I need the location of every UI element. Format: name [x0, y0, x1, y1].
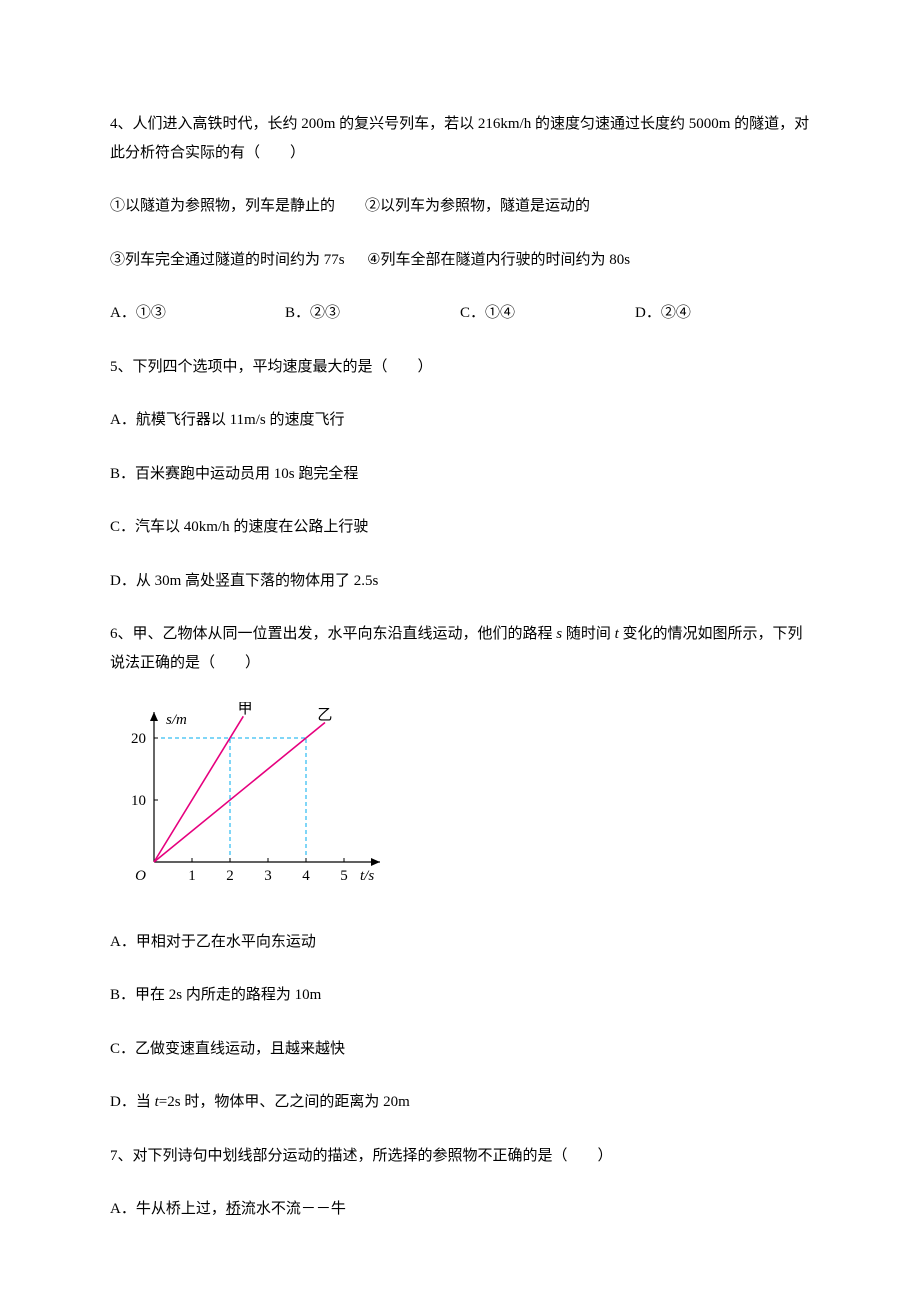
q7-option-a: A．牛从桥上过，桥流水不流－－牛 — [110, 1195, 810, 1224]
q6-chart: 1 2 3 4 5 10 20 Os/m t/s 甲 乙 — [110, 702, 810, 903]
q6-chart-svg: 1 2 3 4 5 10 20 Os/m t/s 甲 乙 — [110, 702, 390, 892]
q6-option-d-before: D．当 — [110, 1094, 155, 1110]
q4-statements-row1: ①以隧道为参照物，列车是静止的 ②以列车为参照物，隧道是运动的 — [110, 192, 810, 221]
q4-stmt2: ②以列车为参照物，隧道是运动的 — [365, 198, 590, 214]
q4-option-d: D．②④ — [635, 299, 810, 328]
q4-option-b: B．②③ — [285, 299, 460, 328]
svg-text:20: 20 — [131, 731, 146, 747]
svg-text:O: O — [135, 868, 146, 884]
svg-text:10: 10 — [131, 793, 146, 809]
q7-option-a-before: A．牛从桥上过， — [110, 1201, 226, 1217]
q6-stem: 6、甲、乙物体从同一位置出发，水平向东沿直线运动，他们的路程 s 随时间 t 变… — [110, 620, 810, 677]
svg-text:3: 3 — [264, 868, 272, 884]
q4-option-c: C．①④ — [460, 299, 635, 328]
q4-stmt4: ④列车全部在隧道内行驶的时间约为 80s — [367, 252, 630, 268]
q4-stmt1: ①以隧道为参照物，列车是静止的 — [110, 198, 335, 214]
q4-options: A．①③ B．②③ C．①④ D．②④ — [110, 299, 810, 328]
svg-text:乙: 乙 — [317, 707, 332, 723]
svg-text:4: 4 — [302, 868, 310, 884]
q5-option-b: B．百米赛跑中运动员用 10s 跑完全程 — [110, 460, 810, 489]
q5-stem: 5、下列四个选项中，平均速度最大的是（ ） — [110, 353, 810, 382]
q7-stem: 7、对下列诗句中划线部分运动的描述，所选择的参照物不正确的是（ ） — [110, 1142, 810, 1171]
q7-option-a-underlined: 桥 — [226, 1201, 241, 1217]
q6-option-a: A．甲相对于乙在水平向东运动 — [110, 928, 810, 957]
q5-option-c: C．汽车以 40km/h 的速度在公路上行驶 — [110, 513, 810, 542]
q4-stem: 4、人们进入高铁时代，长约 200m 的复兴号列车，若以 216km/h 的速度… — [110, 110, 810, 167]
q4-option-a: A．①③ — [110, 299, 285, 328]
q6-stem-mid: 随时间 — [562, 626, 615, 642]
q6-option-d: D．当 t=2s 时，物体甲、乙之间的距离为 20m — [110, 1088, 810, 1117]
q6-stem-before: 6、甲、乙物体从同一位置出发，水平向东沿直线运动，他们的路程 — [110, 626, 556, 642]
svg-text:1: 1 — [188, 868, 196, 884]
svg-text:甲: 甲 — [238, 702, 253, 717]
q6-option-c: C．乙做变速直线运动，且越来越快 — [110, 1035, 810, 1064]
q6-option-b: B．甲在 2s 内所走的路程为 10m — [110, 981, 810, 1010]
q4-statements-row2: ③列车完全通过隧道的时间约为 77s ④列车全部在隧道内行驶的时间约为 80s — [110, 246, 810, 275]
q7-option-a-after: 流水不流－－牛 — [241, 1201, 346, 1217]
svg-text:s/m: s/m — [166, 712, 187, 728]
svg-text:2: 2 — [226, 868, 234, 884]
svg-text:5: 5 — [340, 868, 348, 884]
q5-option-d: D．从 30m 高处竖直下落的物体用了 2.5s — [110, 567, 810, 596]
q5-option-a: A．航模飞行器以 11m/s 的速度飞行 — [110, 406, 810, 435]
q6-option-d-after: =2s 时，物体甲、乙之间的距离为 20m — [159, 1094, 410, 1110]
q4-stmt3: ③列车完全通过隧道的时间约为 77s — [110, 252, 345, 268]
svg-text:t/s: t/s — [360, 868, 374, 884]
